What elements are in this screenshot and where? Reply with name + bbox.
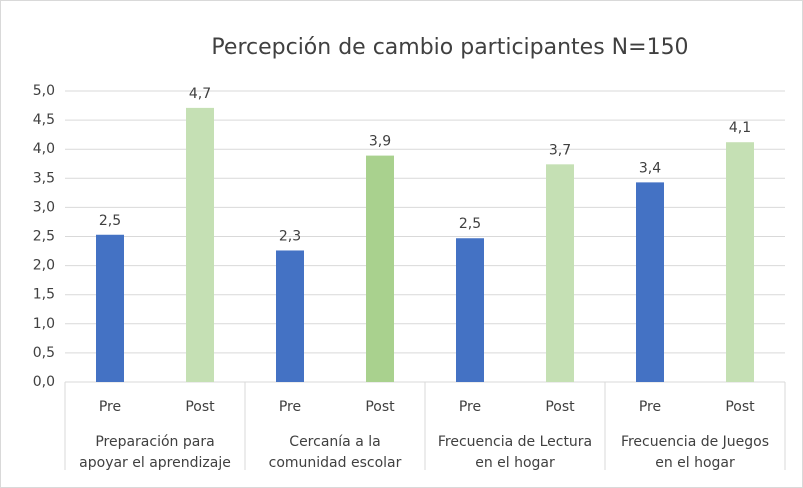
y-tick-label: 4,0 (33, 141, 55, 157)
bar (186, 107, 214, 383)
data-label: 3,7 (549, 142, 571, 158)
bar (276, 250, 304, 382)
y-tick-label: 4,5 (33, 112, 55, 128)
y-tick-label: 3,0 (33, 199, 55, 215)
group-label: comunidad escolar (269, 455, 402, 471)
y-tick-label: 0,0 (33, 374, 55, 390)
group-label: en el hogar (655, 455, 735, 471)
data-label: 4,7 (189, 86, 211, 102)
x-tick-label: Pre (639, 399, 661, 415)
data-label: 4,1 (729, 120, 751, 136)
data-label: 3,9 (369, 134, 391, 150)
data-label: 2,5 (99, 213, 121, 229)
data-label: 2,3 (279, 228, 301, 244)
group-label: Frecuencia de Juegos (621, 434, 769, 450)
y-tick-label: 0,5 (33, 345, 55, 361)
group-label: en el hogar (475, 455, 555, 471)
y-tick-label: 1,0 (33, 316, 55, 332)
bar (636, 182, 664, 382)
x-tick-label: Pre (279, 399, 301, 415)
x-tick-label: Post (365, 399, 395, 415)
group-label: Cercanía a la (289, 434, 380, 450)
y-tick-label: 5,0 (33, 83, 55, 99)
y-tick-label: 1,5 (33, 287, 55, 303)
x-tick-label: Post (545, 399, 575, 415)
x-tick-label: Post (185, 399, 215, 415)
x-tick-label: Pre (99, 399, 121, 415)
chart-title: Percepción de cambio participantes N=150 (211, 35, 688, 60)
bar (546, 164, 574, 382)
bar (726, 142, 754, 382)
x-tick-label: Pre (459, 399, 481, 415)
data-label: 2,5 (459, 216, 481, 232)
bar (96, 234, 124, 382)
y-tick-label: 2,5 (33, 229, 55, 245)
y-tick-label: 2,0 (33, 258, 55, 274)
bar (456, 238, 484, 382)
group-label: Preparación para (95, 434, 214, 450)
x-tick-label: Post (725, 399, 755, 415)
data-label: 3,4 (639, 160, 661, 176)
bar (366, 155, 394, 382)
group-label: apoyar el aprendizaje (79, 455, 231, 471)
y-tick-label: 3,5 (33, 170, 55, 186)
group-label: Frecuencia de Lectura (438, 434, 592, 450)
